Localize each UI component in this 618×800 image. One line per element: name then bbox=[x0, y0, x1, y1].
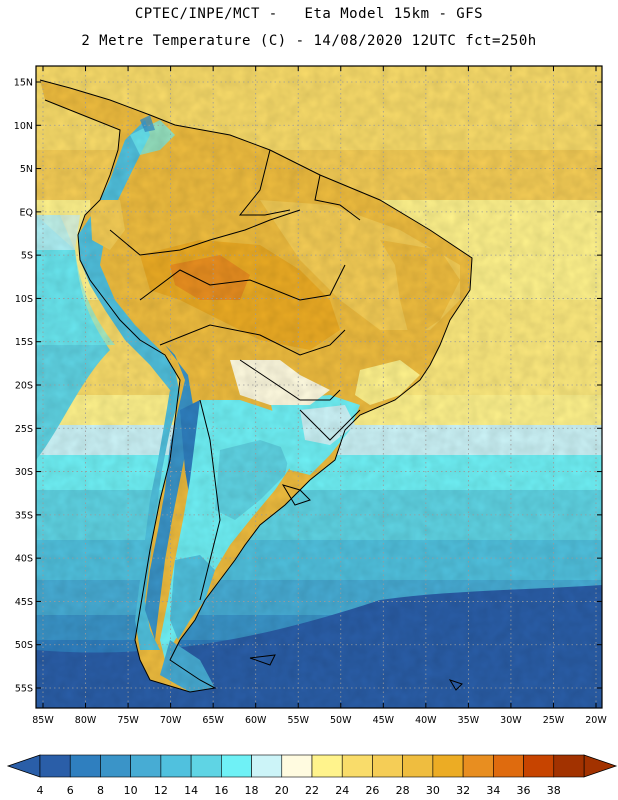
lat-label: 15N bbox=[14, 78, 33, 89]
lat-label: 10S bbox=[15, 294, 33, 305]
colorbar-label: 18 bbox=[245, 784, 259, 797]
lon-label: 75W bbox=[117, 715, 139, 726]
lat-label: 25S bbox=[15, 424, 33, 435]
colorbar-label: 36 bbox=[517, 784, 531, 797]
colorbar-label: 22 bbox=[305, 784, 319, 797]
colorbar-label: 32 bbox=[456, 784, 470, 797]
axis-ticks bbox=[36, 66, 602, 708]
colorbar-label: 6 bbox=[67, 784, 74, 797]
lon-label: 80W bbox=[75, 715, 97, 726]
lat-label: 55S bbox=[15, 684, 33, 695]
colorbar-label: 4 bbox=[37, 784, 44, 797]
colorbar-label: 30 bbox=[426, 784, 440, 797]
colorbar-label: 38 bbox=[547, 784, 561, 797]
colorbar-swatch bbox=[523, 754, 555, 778]
colorbar-swatch bbox=[553, 754, 585, 778]
lon-label: 50W bbox=[330, 715, 352, 726]
lon-label: 45W bbox=[373, 715, 395, 726]
colorbar-label: 20 bbox=[275, 784, 289, 797]
lon-label: 55W bbox=[287, 715, 309, 726]
colorbar-swatch bbox=[130, 754, 162, 778]
lat-label: 45S bbox=[15, 597, 33, 608]
temperature-colorbar: 4 6 8 10 12 14 16 18 20 22 24 26 28 30 32 34 36 38 bbox=[6, 754, 618, 797]
colorbar-swatch bbox=[281, 754, 313, 778]
colorbar-label: 26 bbox=[365, 784, 379, 797]
lon-label: 20W bbox=[585, 715, 607, 726]
coastline-borders bbox=[39, 79, 473, 693]
lat-label: 35S bbox=[15, 510, 33, 521]
lat-label: EQ bbox=[20, 207, 33, 218]
colorbar-swatch bbox=[462, 754, 494, 778]
lon-label: 35W bbox=[458, 715, 480, 726]
lat-label: 30S bbox=[15, 467, 33, 478]
lat-label: 5N bbox=[20, 164, 33, 175]
longitude-labels: 85W 80W 75W 70W 65W 60W 55W 50W 45W 40W 35W 30W 25W 2… bbox=[32, 715, 607, 726]
lon-label: 65W bbox=[202, 715, 224, 726]
colorbar-label: 16 bbox=[214, 784, 228, 797]
colorbar-swatch bbox=[341, 754, 373, 778]
lat-label: 20S bbox=[15, 381, 33, 392]
map-frame bbox=[35, 65, 603, 709]
colorbar-low-arrow bbox=[6, 754, 41, 778]
colorbar-swatch bbox=[372, 754, 403, 778]
colorbar-label: 14 bbox=[184, 784, 198, 797]
colorbar-swatch bbox=[311, 754, 343, 778]
map-title-line1: CPTEC/INPE/MCT - Eta Model 15km - GFS bbox=[134, 6, 484, 22]
lon-label: 25W bbox=[543, 715, 565, 726]
colorbar-high-arrow bbox=[583, 754, 618, 778]
map-title-line2: 2 Metre Temperature (C) - 14/08/2020 12U… bbox=[81, 33, 537, 49]
lat-label: 40S bbox=[15, 554, 33, 565]
lat-label: 10N bbox=[14, 121, 33, 132]
colorbar-swatch bbox=[100, 754, 131, 778]
colorbar-swatch bbox=[251, 754, 283, 778]
colorbar-swatch bbox=[221, 754, 252, 778]
colorbar-swatch bbox=[160, 754, 192, 778]
lon-label: 70W bbox=[160, 715, 182, 726]
colorbar-label: 28 bbox=[396, 784, 410, 797]
colorbar-swatch bbox=[39, 754, 71, 778]
lon-label: 60W bbox=[245, 715, 267, 726]
lat-label: 5S bbox=[21, 251, 33, 262]
lon-label: 30W bbox=[500, 715, 522, 726]
temperature-field bbox=[36, 66, 602, 708]
lat-label: 50S bbox=[15, 640, 33, 651]
colorbar-label: 8 bbox=[97, 784, 104, 797]
colorbar-label: 24 bbox=[335, 784, 349, 797]
colorbar-label: 34 bbox=[486, 784, 500, 797]
colorbar-label: 12 bbox=[154, 784, 168, 797]
colorbar-swatch bbox=[402, 754, 434, 778]
colorbar-swatch bbox=[69, 754, 101, 778]
lon-label: 85W bbox=[32, 715, 54, 726]
lon-label: 40W bbox=[415, 715, 437, 726]
latitude-labels: 15N 10N 5N EQ 5S 10S 15S 20S 25S 30S 35S 40S 45S 50S 5… bbox=[14, 78, 33, 695]
colorbar-swatch bbox=[432, 754, 464, 778]
colorbar-swatch bbox=[190, 754, 222, 778]
colorbar-label: 10 bbox=[124, 784, 138, 797]
colorbar-swatch bbox=[493, 754, 524, 778]
lat-label: 15S bbox=[15, 337, 33, 348]
